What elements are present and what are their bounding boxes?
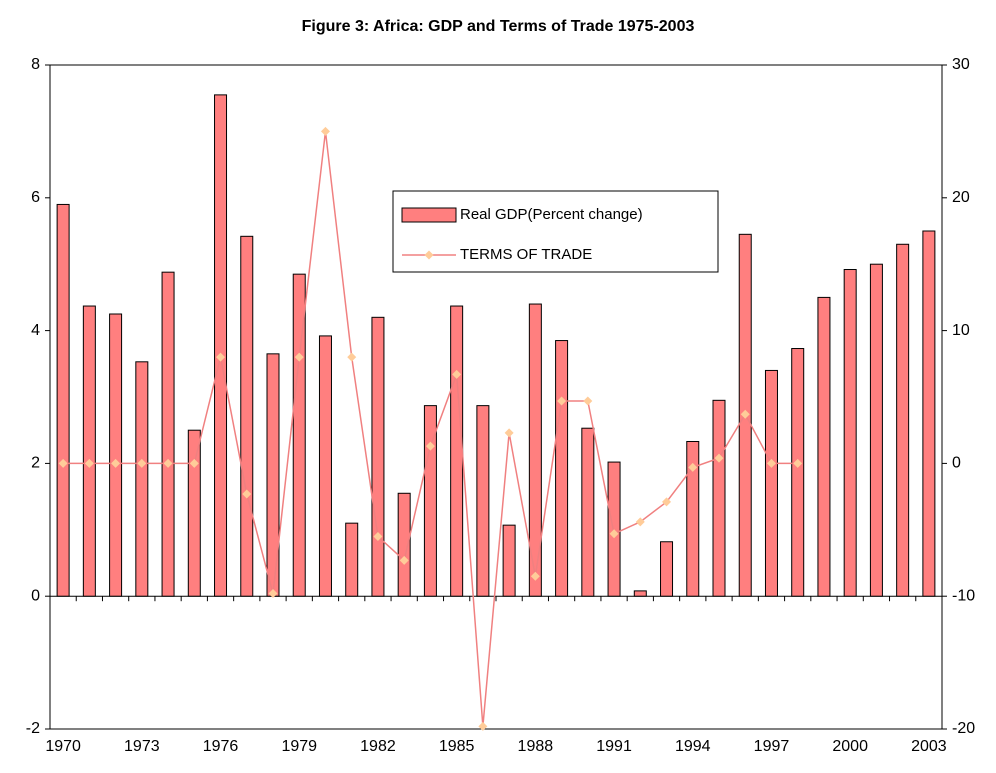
y-tick-label: 4 — [31, 322, 40, 339]
bar — [764, 369, 778, 597]
y2-tick-label: 20 — [952, 189, 970, 206]
bar — [843, 269, 857, 597]
bar — [660, 541, 674, 597]
line-marker — [504, 428, 514, 438]
line-marker — [609, 529, 619, 539]
legend-box — [392, 190, 719, 273]
line-marker — [268, 589, 278, 599]
x-tick-label: 1973 — [124, 738, 160, 755]
line-marker — [583, 396, 593, 406]
y2-tick-label: 0 — [952, 455, 961, 472]
line-marker — [740, 409, 750, 419]
line-marker — [373, 531, 383, 541]
bar — [82, 305, 96, 597]
bar — [161, 271, 175, 597]
line-marker — [793, 458, 803, 468]
legend-label: Real GDP(Percent change) — [460, 206, 643, 223]
line-marker — [662, 497, 672, 507]
bar — [791, 348, 805, 597]
line-marker — [216, 352, 226, 362]
line-marker — [347, 352, 357, 362]
legend-label: TERMS OF TRADE — [460, 246, 592, 263]
y-tick-label: 6 — [31, 189, 40, 206]
bar — [345, 522, 359, 597]
bar — [240, 235, 254, 597]
line-marker — [425, 441, 435, 451]
bar — [633, 590, 647, 597]
line-marker — [294, 352, 304, 362]
y2-tick-label: 10 — [952, 322, 970, 339]
bar — [712, 399, 726, 597]
x-tick-label: 1970 — [45, 738, 81, 755]
x-tick-label: 1985 — [439, 738, 475, 755]
y-tick-label: 8 — [31, 56, 40, 73]
bar — [896, 243, 910, 597]
y-tick-label: -2 — [26, 720, 40, 737]
line-marker — [766, 458, 776, 468]
x-tick-label: 2000 — [832, 738, 868, 755]
legend-swatch — [401, 207, 457, 223]
bar — [581, 427, 595, 597]
bar — [450, 305, 464, 597]
line-marker — [452, 369, 462, 379]
bar — [397, 492, 411, 597]
line-marker — [557, 396, 567, 406]
line-marker — [635, 517, 645, 527]
line-marker — [320, 126, 330, 136]
y-tick-label: 2 — [31, 455, 40, 472]
line-marker — [714, 453, 724, 463]
bar — [318, 335, 332, 597]
bar — [686, 440, 700, 597]
x-tick-label: 1976 — [203, 738, 239, 755]
line-marker — [111, 458, 121, 468]
bar — [56, 203, 70, 597]
bar — [109, 313, 123, 597]
line-marker — [137, 458, 147, 468]
x-tick-label: 1988 — [518, 738, 554, 755]
x-tick-label: 1979 — [281, 738, 317, 755]
line-marker — [688, 462, 698, 472]
line-marker — [399, 555, 409, 565]
bar — [817, 296, 831, 597]
plot-frame — [49, 64, 943, 730]
y-tick-label: 0 — [31, 587, 40, 604]
bar — [423, 405, 437, 597]
x-tick-label: 1994 — [675, 738, 711, 755]
line-marker — [58, 458, 68, 468]
bar — [476, 405, 490, 597]
y2-tick-label: 30 — [952, 56, 970, 73]
bar — [135, 361, 149, 597]
bar — [187, 429, 201, 597]
line-marker — [189, 458, 199, 468]
legend: Real GDP(Percent change) TERMS OF TRADE — [392, 190, 719, 273]
bar — [869, 263, 883, 597]
x-tick-label: 1982 — [360, 738, 396, 755]
y2-tick-label: -10 — [952, 587, 975, 604]
y2-tick-label: -20 — [952, 720, 975, 737]
chart-title: Figure 3: Africa: GDP and Terms of Trade… — [302, 18, 695, 35]
x-tick-label: 2003 — [911, 738, 947, 755]
bar — [528, 303, 542, 597]
bar — [502, 524, 516, 597]
bar — [371, 316, 385, 597]
bar — [922, 230, 936, 597]
line-marker — [530, 571, 540, 581]
bar — [555, 340, 569, 597]
line-marker — [478, 721, 488, 731]
x-tick-label: 1997 — [754, 738, 790, 755]
legend-marker — [424, 250, 434, 260]
line-marker — [84, 458, 94, 468]
line-marker — [242, 489, 252, 499]
line-marker — [163, 458, 173, 468]
bar — [214, 94, 228, 597]
bar — [292, 273, 306, 597]
bar — [607, 461, 621, 597]
x-tick-label: 1991 — [596, 738, 632, 755]
